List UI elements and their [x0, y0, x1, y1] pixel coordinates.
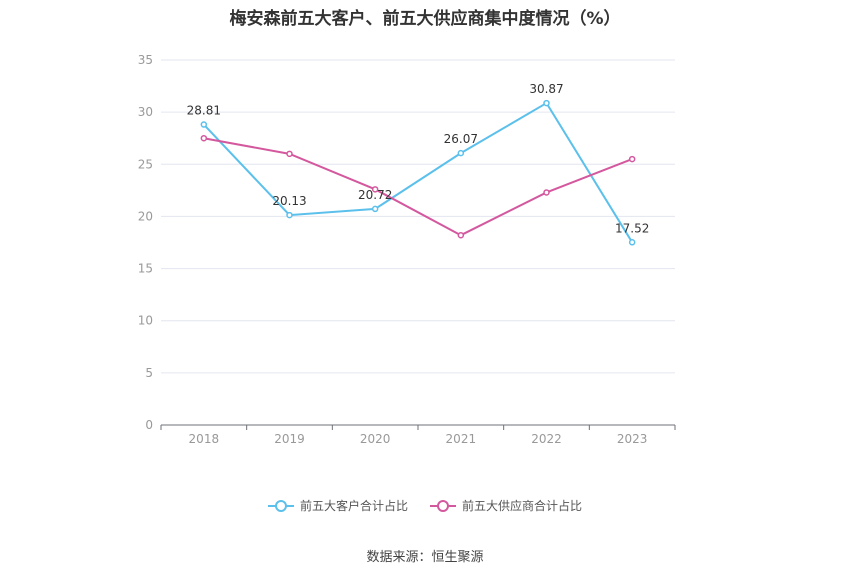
series-line [203, 101, 634, 243]
data-label: 26.07 [444, 132, 478, 146]
data-point [628, 239, 636, 246]
legend-item[interactable]: 前五大供应商合计占比 [430, 497, 582, 514]
y-tick-label: 20 [138, 209, 153, 223]
data-label: 30.87 [529, 82, 563, 96]
data-point [286, 211, 293, 219]
data-label: 20.72 [358, 188, 392, 202]
y-tick-label: 5 [145, 366, 153, 380]
legend-marker-icon [267, 499, 294, 512]
grid-lines [161, 59, 675, 374]
x-tick-label: 2019 [274, 432, 305, 446]
data-point [200, 121, 208, 128]
y-tick-label: 30 [138, 105, 153, 119]
legend-item[interactable]: 前五大客户合计占比 [267, 497, 408, 514]
axes: 0 5 10 15 20 25 30 35 2018 2019 2020 2021 2022 2023 [138, 53, 676, 446]
data-point [457, 149, 465, 157]
series-line [203, 137, 633, 237]
y-tick-label: 15 [138, 262, 153, 276]
data-label: 17.52 [615, 221, 649, 235]
source-note: 数据来源：恒生聚源 [366, 550, 484, 565]
data-point [628, 155, 636, 163]
data-point [371, 186, 379, 193]
chart-title: 梅安森前五大客户、前五大供应商集中度情况（%） [229, 9, 621, 29]
y-tick-label: 10 [138, 314, 153, 328]
x-tick-label: 2022 [531, 432, 562, 446]
legend: 前五大客户合计占比 前五大供应商合计占比 [0, 497, 850, 514]
series-lines [200, 99, 636, 246]
data-point [457, 231, 465, 239]
x-tick-label: 2020 [360, 432, 391, 446]
legend-label: 前五大供应商合计占比 [462, 499, 583, 513]
y-tick-label: 35 [138, 53, 153, 67]
data-label: 28.81 [187, 104, 221, 118]
data-point [543, 189, 550, 196]
legend-marker-icon [430, 499, 456, 512]
data-point [286, 150, 293, 158]
legend-label: 前五大客户合计占比 [299, 499, 408, 513]
data-point [200, 134, 208, 142]
data-labels: 28.81 20.13 20.72 26.07 30.87 17.52 [187, 82, 650, 235]
data-point [371, 205, 379, 213]
y-tick-label: 25 [138, 157, 153, 171]
x-tick-label: 2023 [617, 432, 648, 446]
data-label: 20.13 [272, 194, 306, 208]
y-tick-label: 0 [145, 418, 153, 432]
x-tick-label: 2021 [446, 432, 477, 446]
x-tick-label: 2018 [189, 432, 220, 446]
data-point [543, 99, 550, 107]
